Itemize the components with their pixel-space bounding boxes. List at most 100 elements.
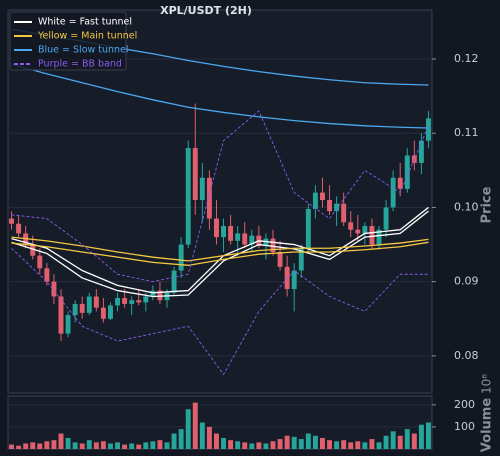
candle-body bbox=[348, 222, 354, 230]
volume-bar bbox=[86, 440, 92, 449]
candle-body bbox=[249, 235, 255, 245]
volume-bar bbox=[348, 442, 354, 449]
candle-body bbox=[93, 296, 99, 308]
candle-body bbox=[397, 177, 403, 189]
volume-bar bbox=[122, 444, 128, 449]
candle-body bbox=[115, 297, 121, 306]
volume-bar bbox=[178, 429, 184, 449]
candle-body bbox=[9, 218, 15, 224]
volume-bar bbox=[341, 440, 347, 449]
candle-body bbox=[129, 300, 135, 304]
candle-body bbox=[312, 192, 318, 209]
y-tick-label: 0.08 bbox=[454, 349, 479, 362]
volume-bar bbox=[9, 444, 15, 449]
volume-bar bbox=[164, 442, 170, 449]
y-tick-label: 0.11 bbox=[454, 126, 479, 139]
volume-bar bbox=[228, 440, 234, 449]
price-panel bbox=[7, 9, 433, 394]
candle-body bbox=[369, 225, 375, 245]
volume-bar bbox=[235, 441, 241, 449]
legend: White = Fast tunnel Yellow = Main tunnel B… bbox=[9, 11, 137, 71]
candle-body bbox=[136, 300, 142, 303]
candle-body bbox=[341, 203, 347, 223]
candle-body bbox=[298, 248, 304, 271]
volume-bar bbox=[390, 431, 396, 449]
candle-body bbox=[51, 281, 57, 297]
volume-bar bbox=[100, 441, 106, 449]
candle-body bbox=[150, 290, 156, 297]
chart-title: XPL/USDT (2H) bbox=[160, 4, 252, 17]
volume-bar bbox=[79, 443, 85, 449]
y-tick-label: 100 bbox=[454, 420, 475, 433]
volume-bar bbox=[65, 437, 71, 449]
volume-bar bbox=[411, 433, 417, 449]
y-tick-label: 0.12 bbox=[454, 52, 479, 65]
volume-bar bbox=[23, 443, 29, 449]
candle-body bbox=[157, 290, 163, 301]
candle-body bbox=[277, 251, 283, 267]
volume-bar bbox=[418, 424, 424, 449]
legend-box bbox=[9, 11, 127, 71]
volume-bar bbox=[404, 429, 410, 449]
volume-bar bbox=[327, 440, 333, 449]
volume-bar bbox=[185, 409, 191, 449]
indicator-line bbox=[11, 236, 429, 262]
volume-bar bbox=[305, 433, 311, 449]
volume-bar bbox=[93, 442, 99, 449]
volume-bar bbox=[298, 439, 304, 449]
candle-body bbox=[425, 118, 431, 141]
volume-bar bbox=[206, 426, 212, 449]
y-tick-label: 200 bbox=[454, 398, 475, 411]
candle-body bbox=[72, 303, 78, 316]
volume-bar bbox=[263, 443, 269, 449]
volume-bar bbox=[213, 433, 219, 449]
volume-bar bbox=[256, 442, 262, 449]
volume-bar bbox=[30, 442, 36, 449]
candle-body bbox=[263, 238, 269, 247]
candle-body bbox=[86, 296, 92, 313]
legend-label: White = Fast tunnel bbox=[38, 17, 132, 28]
candle-body bbox=[79, 303, 85, 313]
volume-bar bbox=[192, 402, 198, 449]
indicator-line bbox=[11, 110, 429, 283]
candle-body bbox=[355, 229, 361, 234]
candle-body bbox=[376, 229, 382, 245]
legend-label: Yellow = Main tunnel bbox=[37, 31, 137, 42]
volume-bar bbox=[383, 435, 389, 449]
volume-axis-label: Volume bbox=[480, 398, 495, 453]
candle-body bbox=[171, 270, 177, 293]
candle-body bbox=[143, 296, 149, 303]
candle-body bbox=[334, 203, 340, 212]
candle-body bbox=[16, 223, 22, 234]
candle-body bbox=[65, 315, 71, 334]
candle-body bbox=[390, 177, 396, 208]
candle-body bbox=[327, 200, 333, 212]
candle-body bbox=[58, 296, 64, 334]
candle-body bbox=[270, 238, 276, 252]
candle-body bbox=[284, 266, 290, 290]
candle-body bbox=[122, 297, 128, 304]
volume-bar bbox=[277, 439, 283, 449]
volume-bar bbox=[150, 441, 156, 449]
volume-bar bbox=[136, 444, 142, 449]
y-tick-label: 0.09 bbox=[454, 275, 479, 288]
candle-body bbox=[178, 244, 184, 271]
candle-body bbox=[30, 244, 36, 256]
candle-body bbox=[383, 207, 389, 230]
volume-bar bbox=[312, 435, 318, 449]
volume-bar bbox=[143, 442, 149, 449]
candle-body bbox=[221, 225, 227, 238]
candle-body bbox=[107, 305, 113, 319]
volume-bar bbox=[369, 439, 375, 449]
volume-bar bbox=[16, 445, 22, 449]
candle-body bbox=[418, 140, 424, 163]
candle-body bbox=[404, 155, 410, 189]
volume-bar bbox=[425, 422, 431, 449]
candle-body bbox=[235, 233, 241, 241]
volume-bar bbox=[72, 442, 78, 449]
indicator-line bbox=[11, 247, 429, 376]
volume-bar bbox=[355, 441, 361, 449]
volume-bar bbox=[199, 422, 205, 449]
y-axis-label: Price bbox=[480, 186, 495, 223]
